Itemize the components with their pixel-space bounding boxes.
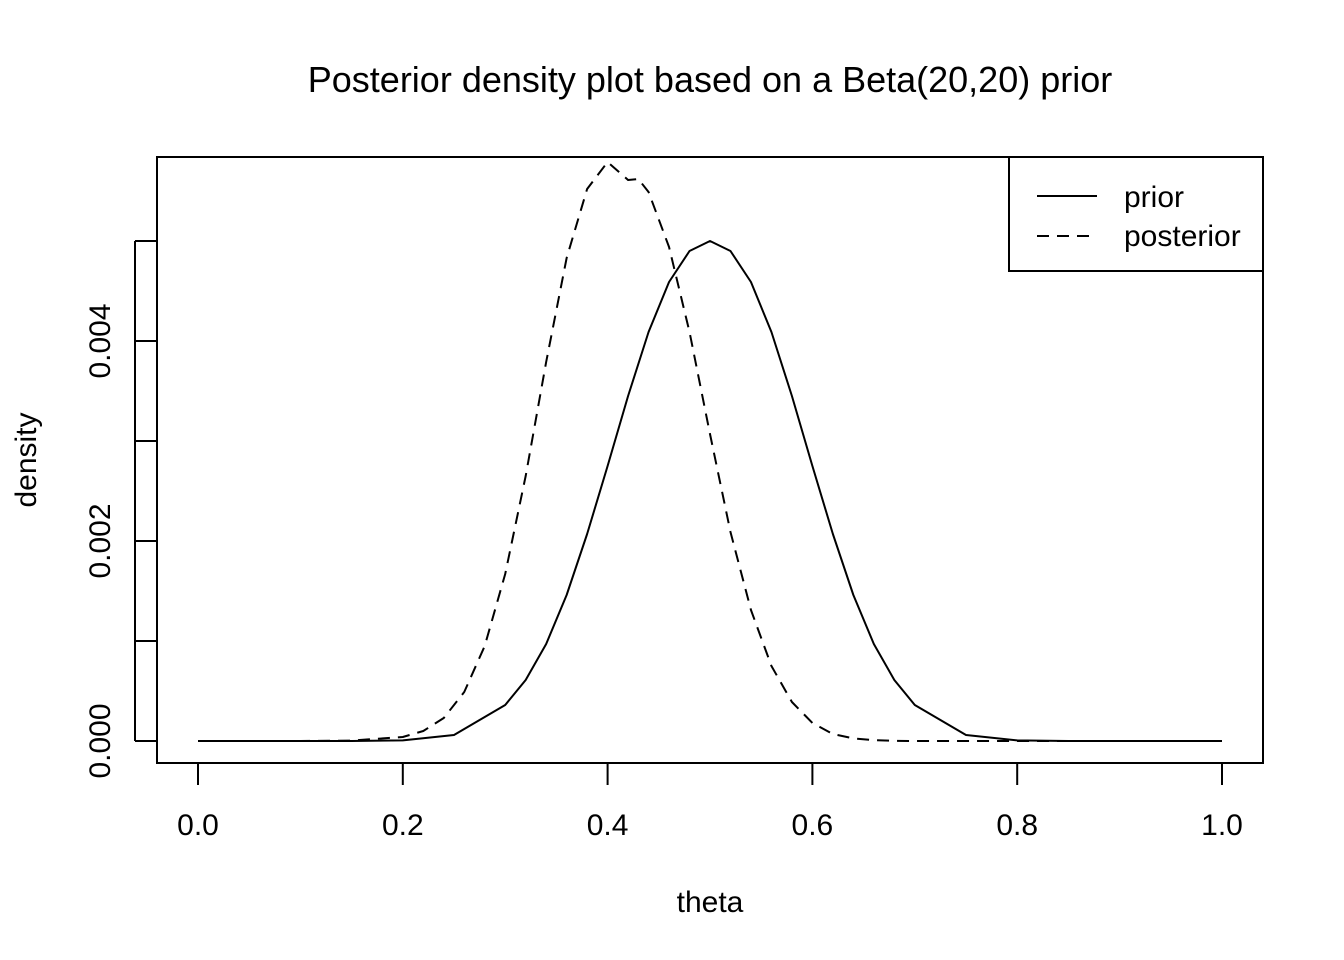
x-tick-label: 1.0	[1201, 809, 1243, 842]
y-axis: 0.000 0.002 0.004	[84, 240, 157, 779]
series-layer	[198, 161, 1222, 742]
x-tick-label: 0.8	[996, 809, 1038, 842]
y-tick-label: 0.004	[84, 303, 117, 378]
legend-box	[1008, 156, 1264, 272]
x-axis: 0.0 0.2 0.4 0.6 0.8 1.0	[177, 762, 1243, 842]
y-tick-label: 0.000	[84, 703, 117, 778]
legend-label-prior: prior	[1124, 181, 1184, 214]
x-tick-label: 0.4	[587, 809, 629, 842]
legend-label-posterior: posterior	[1124, 220, 1241, 253]
series-line-prior	[198, 240, 1222, 742]
chart-title: Posterior density plot based on a Beta(2…	[308, 59, 1112, 100]
x-axis-label: theta	[677, 886, 744, 919]
x-tick-label: 0.2	[382, 809, 424, 842]
x-tick-label: 0.6	[792, 809, 834, 842]
series-line-posterior	[198, 161, 1222, 742]
legend: prior posterior	[1008, 156, 1264, 272]
y-axis-label: density	[10, 412, 43, 507]
x-tick-label: 0.0	[177, 809, 219, 842]
y-tick-label: 0.002	[84, 503, 117, 578]
